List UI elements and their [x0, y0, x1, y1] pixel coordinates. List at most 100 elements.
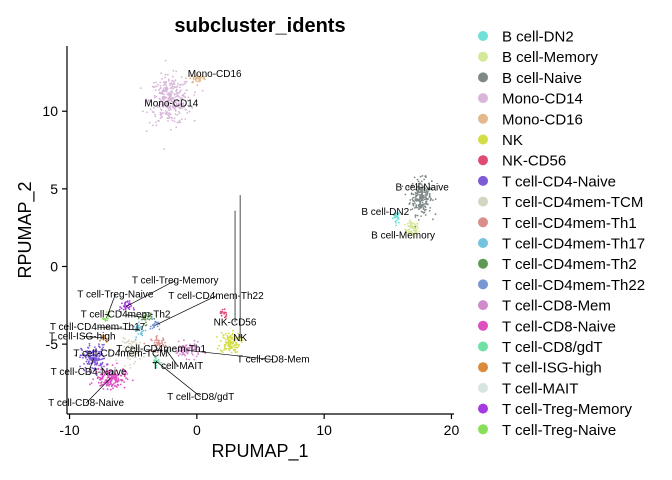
- data-point: [158, 323, 161, 326]
- data-point: [401, 185, 404, 188]
- data-point: [222, 336, 224, 339]
- data-point: [188, 110, 191, 113]
- data-point: [85, 350, 87, 352]
- data-point: [89, 383, 91, 386]
- data-point: [100, 378, 103, 381]
- data-point: [163, 83, 166, 85]
- data-point: [155, 337, 158, 340]
- data-point: [117, 377, 120, 380]
- data-point: [392, 214, 395, 216]
- data-point: [156, 105, 159, 108]
- data-point: [86, 358, 89, 361]
- data-point: [105, 364, 108, 366]
- data-point: [82, 356, 84, 359]
- data-point: [101, 344, 104, 346]
- data-point: [145, 130, 148, 133]
- data-point: [414, 223, 416, 226]
- data-point: [124, 308, 127, 311]
- data-point: [407, 225, 410, 228]
- data-point: [424, 187, 426, 190]
- data-point: [227, 343, 230, 346]
- data-point: [99, 339, 101, 342]
- data-point: [172, 69, 175, 72]
- data-point: [155, 366, 158, 369]
- data-point: [407, 186, 410, 189]
- data-point: [200, 76, 203, 79]
- data-point: [164, 341, 166, 344]
- data-point: [235, 343, 238, 346]
- data-point: [152, 106, 155, 109]
- cluster-annotation: T cell-ISG-high: [49, 331, 116, 342]
- data-point: [159, 87, 161, 90]
- series-t-cell-cd4mem-th2: [137, 312, 156, 327]
- x-tick-label: 10: [316, 422, 332, 438]
- y-axis-title: RPUMAP_2: [15, 181, 36, 278]
- data-point: [168, 115, 171, 118]
- data-point: [168, 97, 170, 99]
- data-point: [133, 349, 136, 352]
- data-point: [239, 339, 242, 342]
- data-point: [424, 214, 427, 216]
- data-point: [134, 353, 137, 356]
- data-point: [414, 216, 417, 218]
- data-point: [410, 184, 413, 187]
- data-point: [216, 347, 219, 350]
- data-point: [411, 231, 414, 234]
- data-point: [141, 328, 143, 331]
- data-point: [162, 95, 165, 98]
- data-point: [89, 354, 91, 357]
- data-point: [137, 317, 140, 320]
- data-point: [115, 385, 117, 387]
- data-point: [166, 102, 169, 104]
- data-point: [173, 83, 176, 86]
- data-point: [107, 317, 109, 320]
- data-point: [120, 307, 123, 310]
- data-point: [131, 342, 134, 344]
- data-point: [103, 369, 106, 372]
- data-point: [193, 345, 196, 348]
- data-point: [201, 89, 204, 92]
- data-point: [176, 114, 179, 116]
- data-point: [129, 367, 132, 369]
- data-point: [423, 198, 426, 201]
- cluster-annotation: T cell-CD4mem-Th1: [116, 344, 206, 355]
- data-point: [157, 321, 160, 324]
- data-point: [148, 121, 151, 124]
- data-point: [155, 81, 157, 84]
- data-point: [84, 366, 87, 369]
- data-point: [162, 84, 165, 87]
- data-point: [409, 202, 411, 204]
- data-point: [421, 188, 424, 191]
- data-point: [434, 198, 437, 201]
- legend-label: T cell-CD4mem-TCM: [502, 194, 643, 211]
- data-point: [183, 346, 186, 349]
- data-point: [179, 353, 181, 355]
- legend-label: T cell-CD4mem-Th2: [502, 256, 637, 273]
- data-point: [155, 357, 157, 360]
- data-point: [130, 305, 133, 307]
- data-point: [112, 374, 114, 377]
- data-point: [97, 357, 100, 360]
- annotation-leader-line: [82, 336, 104, 339]
- data-point: [112, 383, 115, 385]
- data-point: [93, 350, 96, 353]
- data-point: [195, 345, 198, 347]
- data-point: [416, 192, 419, 195]
- data-point: [171, 79, 174, 82]
- data-point: [120, 311, 122, 313]
- annotation-leader-line: [88, 357, 95, 373]
- data-point: [181, 83, 184, 86]
- data-point: [238, 336, 241, 338]
- data-point: [92, 353, 95, 356]
- data-point: [167, 117, 170, 120]
- data-point: [416, 178, 419, 181]
- data-point: [184, 82, 187, 85]
- data-point: [396, 216, 399, 219]
- annotation-leader-line: [155, 360, 201, 398]
- data-point: [167, 79, 170, 82]
- data-point: [145, 314, 148, 316]
- data-point: [103, 365, 105, 368]
- data-point: [186, 112, 189, 114]
- data-point: [166, 87, 169, 90]
- series-mono-cd14: [139, 59, 204, 151]
